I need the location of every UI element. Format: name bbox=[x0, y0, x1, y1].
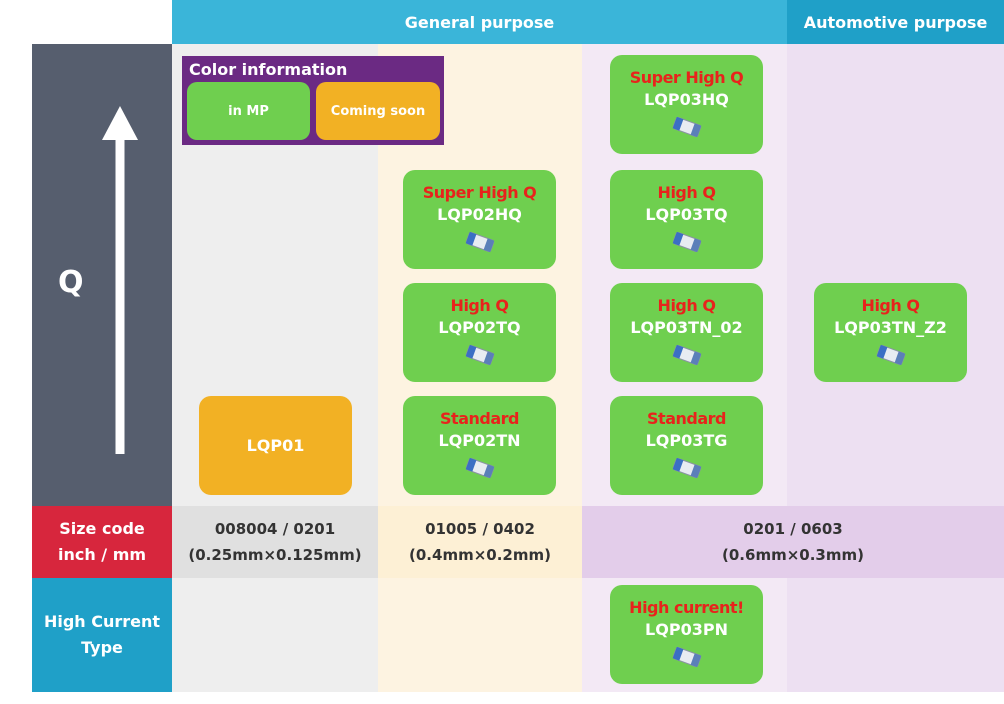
card-grade: High Q bbox=[657, 296, 716, 315]
card-part: LQP01 bbox=[246, 435, 305, 455]
card-part: LQP02TN bbox=[438, 431, 521, 450]
header-automotive: Automotive purpose bbox=[787, 0, 1004, 44]
chip-icon bbox=[465, 231, 494, 253]
size-mm: (0.25mm×0.125mm) bbox=[188, 546, 362, 564]
size-cell: 01005 / 0402 (0.4mm×0.2mm) bbox=[378, 506, 582, 578]
card: High current! LQP03PN bbox=[610, 585, 763, 684]
card-grade: Standard bbox=[440, 409, 519, 428]
current-label: High Current Type bbox=[32, 578, 172, 692]
card: Standard LQP03TG bbox=[610, 396, 763, 495]
legend: Color information in MP Coming soon bbox=[182, 56, 444, 145]
card: Standard LQP02TN bbox=[403, 396, 556, 495]
card: High Q LQP02TQ bbox=[403, 283, 556, 382]
card-part: LQP03TG bbox=[645, 431, 728, 450]
axis-panel bbox=[32, 44, 172, 506]
header-general: General purpose bbox=[172, 0, 787, 44]
card: High Q LQP03TN_02 bbox=[610, 283, 763, 382]
size-cell: 008004 / 0201 (0.25mm×0.125mm) bbox=[172, 506, 378, 578]
card: LQP01 bbox=[199, 396, 352, 495]
card-grade: High Q bbox=[861, 296, 920, 315]
card-part: LQP03TN_02 bbox=[630, 318, 743, 337]
axis-label: Q bbox=[58, 265, 84, 300]
card-grade: High Q bbox=[657, 183, 716, 202]
size-code: 008004 / 0201 bbox=[214, 520, 336, 538]
card: High Q LQP03TN_Z2 bbox=[814, 283, 967, 382]
legend-item: in MP bbox=[187, 82, 310, 140]
size-code: 01005 / 0402 bbox=[425, 520, 535, 538]
q-arrow bbox=[102, 106, 138, 454]
card: High Q LQP03TQ bbox=[610, 170, 763, 269]
chip-icon bbox=[672, 457, 701, 479]
card-grade: Super High Q bbox=[422, 183, 537, 202]
legend-title: Color information bbox=[189, 60, 348, 79]
chip-icon bbox=[672, 231, 701, 253]
col-bg bbox=[172, 44, 378, 692]
current-label-line: High Current bbox=[43, 612, 161, 631]
card-part: LQP03TQ bbox=[645, 205, 728, 224]
card-grade: Super High Q bbox=[629, 68, 744, 87]
size-mm: (0.6mm×0.3mm) bbox=[722, 546, 864, 564]
card: Super High Q LQP02HQ bbox=[403, 170, 556, 269]
chip-icon bbox=[672, 344, 701, 366]
card-part: LQP03PN bbox=[645, 620, 728, 639]
current-label-line: Type bbox=[81, 638, 123, 657]
card-grade: Standard bbox=[647, 409, 726, 428]
chip-icon bbox=[876, 344, 905, 366]
card-grade: High Q bbox=[450, 296, 509, 315]
chip-icon bbox=[672, 646, 701, 668]
size-cell: 0201 / 0603 (0.6mm×0.3mm) bbox=[582, 506, 1004, 578]
legend-item: Coming soon bbox=[316, 82, 440, 140]
size-mm: (0.4mm×0.2mm) bbox=[409, 546, 551, 564]
card: Super High Q LQP03HQ bbox=[610, 55, 763, 154]
size-label-line: Size code bbox=[59, 519, 145, 538]
card-part: LQP02HQ bbox=[437, 205, 522, 224]
size-label-line: inch / mm bbox=[57, 545, 147, 564]
size-label: Size code inch / mm bbox=[32, 506, 172, 578]
card-part: LQP03HQ bbox=[644, 90, 729, 109]
chip-icon bbox=[465, 344, 494, 366]
card-part: LQP02TQ bbox=[438, 318, 521, 337]
card-grade: High current! bbox=[629, 598, 744, 617]
chip-icon bbox=[465, 457, 494, 479]
card-part: LQP03TN_Z2 bbox=[834, 318, 947, 337]
chip-icon bbox=[672, 116, 701, 138]
size-code: 0201 / 0603 bbox=[743, 520, 843, 538]
